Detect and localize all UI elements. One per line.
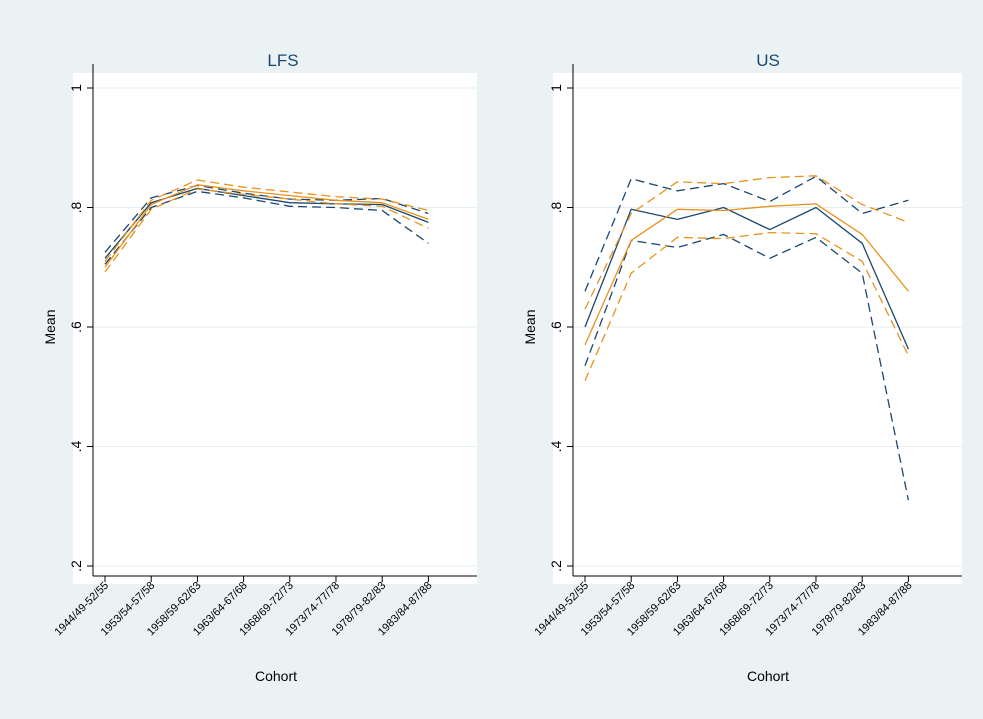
y-tick-label: .4 [68,440,84,452]
series-line-4 [104,184,429,268]
y-tick-label: .8 [548,201,564,213]
y-tick-label: .6 [548,321,564,333]
y-tick-label: .2 [68,560,84,572]
y-tick-label: .4 [548,440,564,452]
series-line-1 [104,187,429,259]
y-tick-label: .2 [548,560,564,572]
series-line-3 [584,233,910,501]
plot-area-lfs [73,73,477,584]
plot-area-us [553,73,962,584]
y-axis-label: Mean [522,309,538,344]
series-line-6 [104,188,429,273]
series-line-1 [584,206,909,350]
y-axis-label: Mean [42,309,58,344]
y-tick-label: 1 [548,84,564,92]
series-line-6 [584,231,909,382]
series-line-2 [584,175,909,292]
panel-us: .2.4.6.811944/49-52/551953/54-57/581958/… [522,51,962,684]
series-line-4 [584,203,909,346]
series-line-3 [104,190,429,265]
y-tick-label: .8 [68,201,84,213]
chart-title: LFS [267,51,298,70]
y-tick-label: 1 [68,84,84,92]
y-tick-label: .6 [68,321,84,333]
series-line-5 [104,179,429,262]
series-line-5 [584,175,909,310]
chart-title: US [756,51,780,70]
panel-lfs: .2.4.6.811944/49-52/551953/54-57/581958/… [42,51,477,684]
x-axis-label: Cohort [747,668,789,684]
x-axis-label: Cohort [255,668,297,684]
